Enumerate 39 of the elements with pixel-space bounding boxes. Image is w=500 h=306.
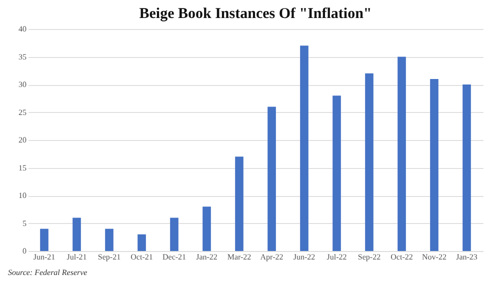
x-tick-label: Oct-22 xyxy=(390,252,413,262)
bar xyxy=(462,84,471,251)
bar xyxy=(40,228,48,251)
x-tick-label: Sep-22 xyxy=(358,252,381,262)
x-tick-label: Sep-21 xyxy=(98,252,121,262)
x-tick-label: Jan-23 xyxy=(456,252,478,262)
y-tick-label: 10 xyxy=(18,191,26,200)
y-tick-label: 20 xyxy=(18,136,26,144)
chart-title: Beige Book Instances Of "Inflation" xyxy=(139,6,372,22)
x-tick-label: Oct-21 xyxy=(130,252,153,262)
bar xyxy=(430,78,438,251)
y-tick-label: 30 xyxy=(18,80,26,89)
x-tick-label: Jul-22 xyxy=(326,252,347,262)
y-tick-label: 40 xyxy=(18,24,26,34)
bar xyxy=(105,228,114,251)
bar xyxy=(398,56,406,251)
bar xyxy=(138,234,146,251)
x-tick-label: Nov-22 xyxy=(422,252,446,262)
bar xyxy=(332,96,341,251)
y-tick-label: 25 xyxy=(18,108,26,117)
bar xyxy=(365,73,374,251)
y-tick-label: 15 xyxy=(18,163,26,172)
x-tick-label: Jan-22 xyxy=(196,252,218,262)
x-tick-label: Mar-22 xyxy=(227,252,252,262)
bar xyxy=(235,156,244,251)
y-tick-label: 5 xyxy=(22,218,26,228)
x-tick-label: Jun-21 xyxy=(33,252,56,262)
bar xyxy=(72,218,81,251)
bar xyxy=(268,106,276,251)
x-tick-label: Dec-21 xyxy=(162,252,186,262)
bar xyxy=(300,46,308,251)
source-note: Source: Federal Reserve xyxy=(8,268,88,277)
x-tick-label: Jun-22 xyxy=(293,252,316,262)
bar xyxy=(202,206,211,251)
bar xyxy=(170,218,178,251)
y-tick-label: 35 xyxy=(18,52,26,62)
y-tick-label: 0 xyxy=(22,246,26,256)
x-tick-label: Apr-22 xyxy=(260,252,284,262)
x-tick-label: Jul-21 xyxy=(66,252,87,262)
